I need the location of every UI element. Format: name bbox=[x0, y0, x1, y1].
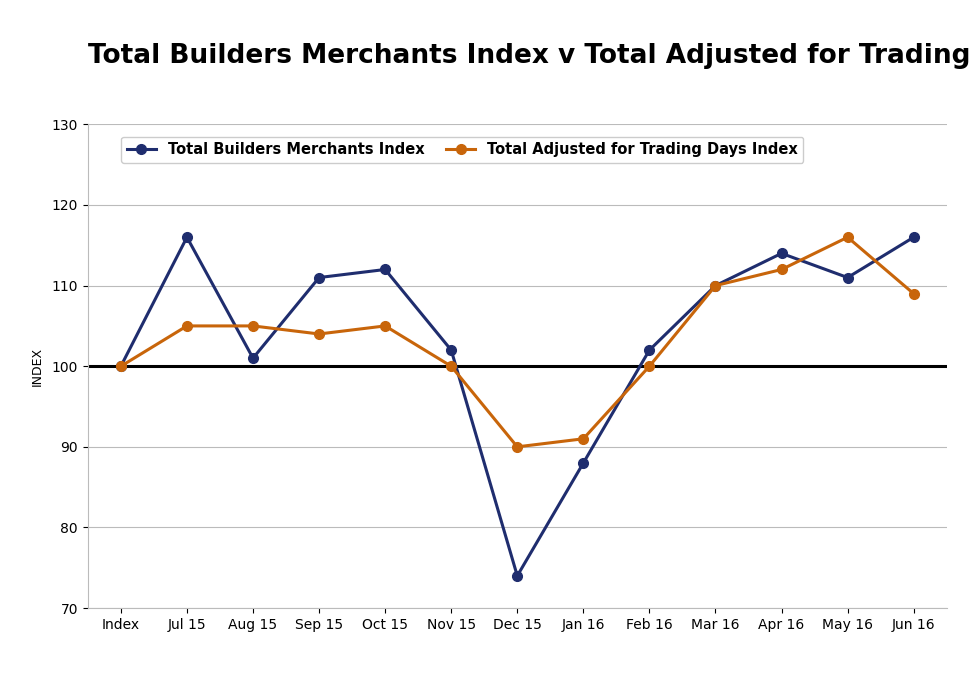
Text: Total Builders Merchants Index v Total Adjusted for Trading Days Index: Total Builders Merchants Index v Total A… bbox=[88, 43, 976, 69]
Total Builders Merchants Index bbox=[710, 281, 721, 290]
Line: Total Builders Merchants Index: Total Builders Merchants Index bbox=[116, 232, 918, 580]
Total Builders Merchants Index bbox=[908, 233, 919, 241]
Total Adjusted for Trading Days Index bbox=[445, 362, 457, 370]
Total Adjusted for Trading Days Index bbox=[182, 322, 193, 330]
Total Adjusted for Trading Days Index bbox=[643, 362, 655, 370]
Total Builders Merchants Index bbox=[776, 249, 788, 258]
Total Builders Merchants Index bbox=[115, 362, 127, 370]
Total Adjusted for Trading Days Index bbox=[247, 322, 259, 330]
Total Builders Merchants Index bbox=[511, 571, 523, 580]
Total Builders Merchants Index bbox=[445, 346, 457, 354]
Total Builders Merchants Index bbox=[578, 459, 590, 467]
Line: Total Adjusted for Trading Days Index: Total Adjusted for Trading Days Index bbox=[116, 232, 918, 452]
Total Builders Merchants Index bbox=[380, 265, 391, 274]
Total Adjusted for Trading Days Index bbox=[710, 281, 721, 290]
Total Builders Merchants Index bbox=[643, 346, 655, 354]
Total Builders Merchants Index bbox=[841, 274, 853, 282]
Total Adjusted for Trading Days Index bbox=[380, 322, 391, 330]
Total Adjusted for Trading Days Index bbox=[776, 265, 788, 274]
Total Adjusted for Trading Days Index bbox=[841, 233, 853, 241]
Total Builders Merchants Index bbox=[247, 354, 259, 362]
Total Adjusted for Trading Days Index bbox=[313, 330, 325, 338]
Legend: Total Builders Merchants Index, Total Adjusted for Trading Days Index: Total Builders Merchants Index, Total Ad… bbox=[121, 137, 803, 163]
Total Adjusted for Trading Days Index bbox=[578, 435, 590, 443]
Total Adjusted for Trading Days Index bbox=[908, 290, 919, 298]
Total Adjusted for Trading Days Index bbox=[511, 443, 523, 451]
Total Builders Merchants Index bbox=[182, 233, 193, 241]
Total Adjusted for Trading Days Index bbox=[115, 362, 127, 370]
Y-axis label: INDEX: INDEX bbox=[30, 347, 43, 386]
Total Builders Merchants Index bbox=[313, 274, 325, 282]
